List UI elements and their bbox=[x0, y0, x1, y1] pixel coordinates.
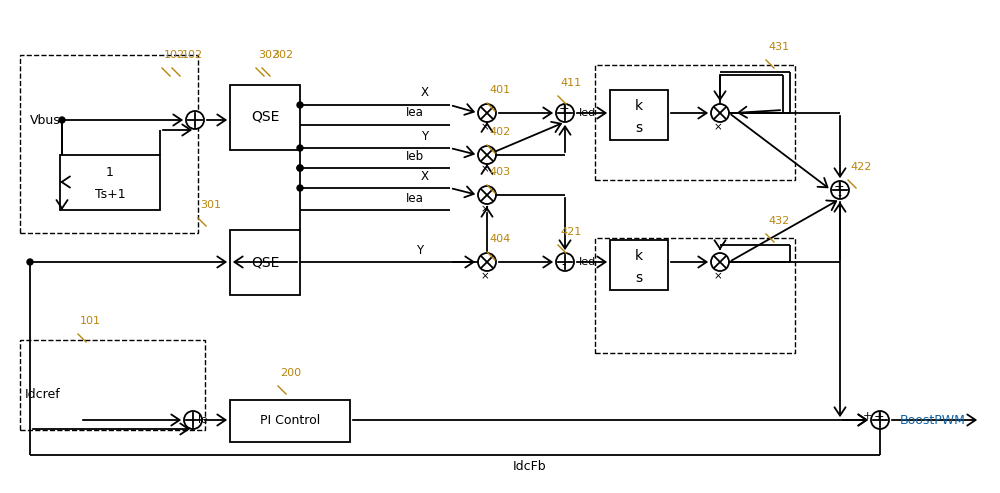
Bar bbox=[595, 238, 795, 353]
Text: ×: × bbox=[481, 122, 489, 132]
Text: 422: 422 bbox=[850, 162, 871, 172]
Text: +: + bbox=[559, 103, 569, 115]
Text: Iea: Iea bbox=[406, 191, 424, 205]
Text: -: - bbox=[837, 190, 841, 200]
Circle shape bbox=[297, 102, 303, 108]
Text: Y: Y bbox=[416, 244, 424, 256]
Text: IdcFb: IdcFb bbox=[513, 460, 547, 473]
Circle shape bbox=[478, 186, 496, 204]
Circle shape bbox=[297, 145, 303, 151]
Text: ×: × bbox=[714, 271, 722, 281]
Bar bbox=[230, 85, 300, 150]
Text: Ied: Ied bbox=[579, 257, 596, 267]
Text: QSE: QSE bbox=[251, 110, 279, 124]
Circle shape bbox=[478, 104, 496, 122]
Circle shape bbox=[871, 411, 889, 429]
Text: 401: 401 bbox=[489, 85, 510, 95]
Text: 302: 302 bbox=[272, 50, 293, 60]
Text: Iea: Iea bbox=[406, 106, 424, 119]
Bar bbox=[230, 400, 350, 442]
Text: 102: 102 bbox=[164, 50, 185, 60]
Text: 421: 421 bbox=[560, 227, 581, 237]
Bar bbox=[20, 55, 198, 233]
Text: k: k bbox=[635, 99, 643, 113]
Text: BoostPWM: BoostPWM bbox=[900, 414, 966, 426]
Text: 301: 301 bbox=[200, 200, 221, 210]
Text: 302: 302 bbox=[258, 50, 279, 60]
Text: Ieb: Ieb bbox=[406, 149, 424, 163]
Circle shape bbox=[831, 181, 849, 199]
Circle shape bbox=[556, 253, 574, 271]
Text: 403: 403 bbox=[489, 167, 510, 177]
Text: 432: 432 bbox=[768, 216, 789, 226]
Text: s: s bbox=[635, 271, 643, 285]
Text: ×: × bbox=[481, 271, 489, 281]
Text: k: k bbox=[635, 249, 643, 263]
Circle shape bbox=[556, 104, 574, 122]
Text: 402: 402 bbox=[489, 127, 510, 137]
Text: Ts+1: Ts+1 bbox=[95, 188, 125, 202]
Text: -: - bbox=[562, 258, 566, 272]
Text: Ied: Ied bbox=[579, 108, 596, 118]
Circle shape bbox=[27, 259, 33, 265]
Text: Y: Y bbox=[421, 130, 429, 142]
Circle shape bbox=[186, 111, 204, 129]
Text: ×: × bbox=[481, 164, 489, 174]
Bar bbox=[595, 65, 795, 180]
Text: 102: 102 bbox=[182, 50, 203, 60]
Bar bbox=[20, 340, 205, 430]
Text: 1: 1 bbox=[106, 166, 114, 178]
Text: Vbus: Vbus bbox=[30, 113, 61, 127]
Text: 431: 431 bbox=[768, 42, 789, 52]
Circle shape bbox=[59, 117, 65, 123]
Circle shape bbox=[478, 253, 496, 271]
Circle shape bbox=[711, 253, 729, 271]
Circle shape bbox=[297, 165, 303, 171]
Text: 200: 200 bbox=[280, 368, 301, 378]
Text: ×: × bbox=[714, 122, 722, 132]
Text: +: + bbox=[862, 411, 872, 421]
Bar bbox=[610, 90, 668, 140]
Text: -: - bbox=[193, 123, 197, 137]
Text: 404: 404 bbox=[489, 234, 510, 244]
Text: 411: 411 bbox=[560, 78, 581, 88]
Text: -: - bbox=[191, 423, 195, 437]
Circle shape bbox=[297, 165, 303, 171]
Bar bbox=[610, 240, 668, 290]
Text: s: s bbox=[635, 121, 643, 135]
Circle shape bbox=[297, 185, 303, 191]
Text: X: X bbox=[421, 170, 429, 182]
Text: Ie: Ie bbox=[198, 415, 207, 425]
Bar bbox=[60, 155, 160, 210]
Text: ×: × bbox=[481, 204, 489, 214]
Text: Idcref: Idcref bbox=[25, 388, 61, 401]
Text: PI Control: PI Control bbox=[260, 415, 320, 427]
Text: +: + bbox=[874, 410, 884, 423]
Circle shape bbox=[711, 104, 729, 122]
Circle shape bbox=[478, 146, 496, 164]
Text: 101: 101 bbox=[80, 316, 101, 326]
Text: X: X bbox=[421, 86, 429, 100]
Text: +: + bbox=[834, 179, 844, 192]
Bar bbox=[230, 230, 300, 295]
Circle shape bbox=[184, 411, 202, 429]
Text: QSE: QSE bbox=[251, 255, 279, 269]
